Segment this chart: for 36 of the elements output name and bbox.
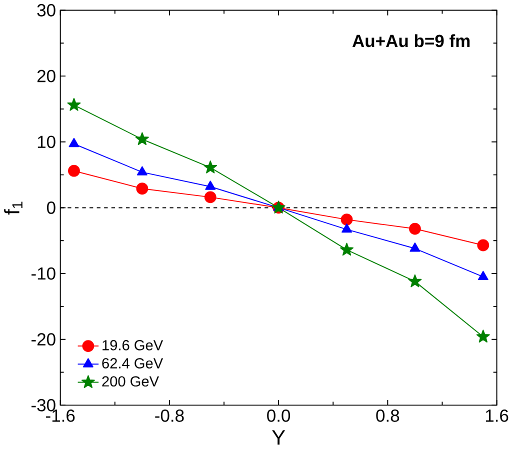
y-tick-label: 20 [37,70,56,82]
x-tick-label: -1.6 [46,410,75,422]
legend-label: 200 GeV [102,376,159,387]
y-tick-label: -20 [32,333,56,346]
point [68,165,80,177]
point [136,166,148,176]
point [68,138,80,148]
point [340,214,353,226]
y-tick-label: -30 [32,399,56,412]
point [408,274,422,288]
y-tick-label: 0 [47,202,56,214]
point [478,271,488,280]
point [477,239,490,252]
point [340,242,354,256]
x-tick-label: -0.8 [155,410,184,422]
annotation: Au+Au b=9 fm [352,34,470,48]
point [205,180,216,190]
x-tick-label: 0.8 [376,410,400,422]
y-tick-label: 30 [37,4,56,17]
legend-label: 62.4 GeV [102,358,164,369]
x-tick-label: 1.6 [486,410,508,422]
x-axis-title: Y [272,430,286,445]
legend-label: 19.6 GeV [102,340,164,351]
point [342,224,352,233]
point [136,182,148,195]
point [204,191,216,204]
point [67,98,81,111]
point [409,222,421,235]
y-tick-label: 10 [38,136,56,148]
y-axis-title: f$_{1}$ [4,202,22,215]
point [204,160,218,174]
y-tick-label: -10 [32,267,56,280]
x-tick-label: 0.0 [267,410,290,422]
point [410,242,420,252]
point [476,330,490,343]
point [135,132,149,146]
